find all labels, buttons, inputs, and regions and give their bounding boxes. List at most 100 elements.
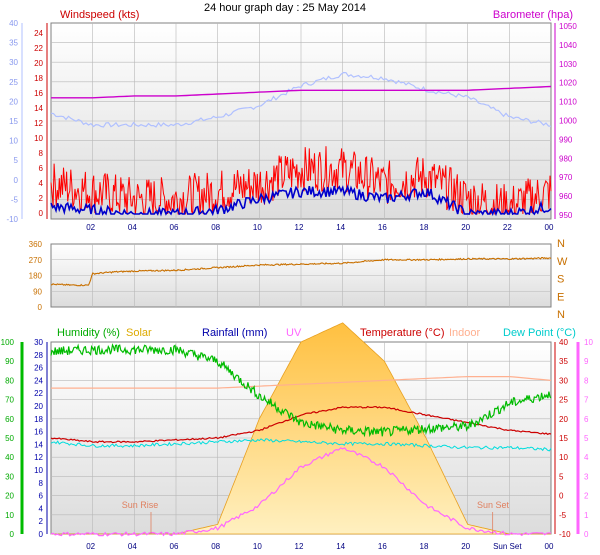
wind-baro-x-tick-labels: 02 04 06 08 10 12 14 16 18 20 22 00 [86,223,554,232]
barometer-line [51,85,552,99]
windspeed-tick-label: 4 [39,179,44,188]
humidity-tick-label: 0 [10,530,15,539]
rainfall-tick-label: 10 [34,466,43,475]
temperature-tick-label: 15 [559,434,568,443]
temperature-label: Temperature (°C) [360,327,444,339]
barometer-tick-label: 1020 [559,79,577,88]
uv-tick-label: 1 [584,511,589,520]
dew-point-line [50,438,552,452]
rainfall-tick-label: 18 [34,415,43,424]
humidity-temp-x-tick-label: Sun Set [493,542,522,551]
rainfall-tick-label: 28 [34,351,43,360]
windspeed-tick-label: 14 [34,104,43,113]
wind-baro-x-tick-label: 10 [253,223,262,232]
rainfall-tick-label: 4 [39,504,44,513]
wind-secondary-tick-label: 35 [9,39,18,48]
temperature-line [50,405,552,444]
wind-direction-tick-label: 180 [29,272,43,281]
compass-label: W [557,256,568,268]
barometer-tick-label: 950 [559,211,573,220]
humidity-tick-label: 50 [5,434,14,443]
wind-secondary-tick-label: 0 [14,176,19,185]
rainfall-tick-label: 14 [34,440,43,449]
temperature-tick-label: -10 [559,530,571,539]
temperature-tick-label: 20 [559,415,568,424]
temperature-tick-label: 5 [559,472,564,481]
wind-baro-x-tick-label: 00 [545,223,554,232]
barometer-tick-label: 1010 [559,98,577,107]
wind-direction-tick-labels: 360 270 180 90 0 [29,240,43,312]
uv-line [50,447,552,537]
windspeed-tick-label: 10 [34,134,43,143]
barometer-tick-labels: 1050 1040 1030 1020 1010 1000 990 980 970 960 950 [559,22,577,220]
windspeed-tick-label: 18 [34,74,43,83]
compass-label: N [557,309,565,321]
uv-tick-label: 6 [584,415,589,424]
barometer-tick-label: 980 [559,154,573,163]
uv-tick-label: 3 [584,472,589,481]
wind-direction-line [50,256,552,287]
sunrise-annotation: Sun Rise [122,500,159,510]
temperature-tick-label: 30 [559,376,568,385]
windspeed-tick-label: 20 [34,59,43,68]
solar-label: Solar [126,327,152,339]
humidity-tick-label: 20 [5,492,14,501]
humidity-temp-x-tick-label: 18 [420,542,429,551]
humidity-tick-label: 90 [5,357,14,366]
humidity-tick-label: 60 [5,415,14,424]
uv-tick-label: 7 [584,396,589,405]
wind-direction-tick-label: 270 [29,256,43,265]
wind-baro-x-tick-label: 18 [420,223,429,232]
humidity-temp-x-tick-label: 02 [86,542,95,551]
humidity-tick-label: 100 [1,338,15,347]
rainfall-tick-label: 26 [34,364,43,373]
barometer-axis-title: Barometer (hpa) [493,9,573,21]
wind-direction-tick-label: 90 [33,287,42,296]
wind-baro-x-tick-label: 04 [128,223,137,232]
humidity-temp-x-tick-label: 12 [295,542,304,551]
rainfall-tick-label: 16 [34,428,43,437]
uv-tick-label: 10 [584,338,593,347]
barometer-tick-label: 960 [559,192,573,201]
humidity-temp-x-tick-label: 10 [253,542,262,551]
wind-secondary-tick-label: 10 [9,137,18,146]
temperature-tick-labels: 40 35 30 25 20 15 10 5 0 -5 -10 [559,338,571,539]
windspeed-tick-label: 2 [39,194,44,203]
rainfall-tick-label: 2 [39,517,44,526]
humidity-temp-x-tick-label: 08 [211,542,220,551]
humidity-tick-label: 10 [5,511,14,520]
barometer-tick-label: 1030 [559,60,577,69]
humidity-temp-x-tick-label: 00 [545,542,554,551]
windspeed-line [50,146,552,215]
rainfall-tick-label: 12 [34,453,43,462]
humidity-temp-x-tick-labels: 02 04 06 08 10 12 14 16 18 20 Sun Set 00 [86,542,554,551]
sunset-annotation: Sun Set [477,500,510,510]
barometer-tick-label: 1000 [559,117,577,126]
humidity-label: Humidity (%) [57,327,120,339]
rainfall-label: Rainfall (mm) [202,327,267,339]
uv-tick-label: 5 [584,434,589,443]
humidity-temp-x-tick-label: 04 [128,542,137,551]
wind-direction-series [50,256,552,287]
humidity-tick-label: 40 [5,453,14,462]
humidity-temp-series [50,322,552,537]
windspeed-tick-label: 24 [34,29,43,38]
wind-baro-x-tick-label: 22 [503,223,512,232]
uv-label: UV [286,327,302,339]
indoor-temperature-line [51,376,552,389]
uv-tick-label: 9 [584,357,589,366]
windspeed-tick-label: 16 [34,89,43,98]
humidity-tick-label: 30 [5,472,14,481]
wind-baro-x-tick-label: 20 [461,223,470,232]
temperature-tick-label: 25 [559,396,568,405]
barometer-tick-label: 970 [559,173,573,182]
wind-direction-tick-label: 0 [38,303,43,312]
wind-baro-x-tick-label: 16 [378,223,387,232]
uv-tick-label: 0 [584,530,589,539]
windspeed-axis-title: Windspeed (kts) [60,9,139,21]
wind-direction-tick-label: 360 [29,240,43,249]
windspeed-tick-label: 12 [34,119,43,128]
